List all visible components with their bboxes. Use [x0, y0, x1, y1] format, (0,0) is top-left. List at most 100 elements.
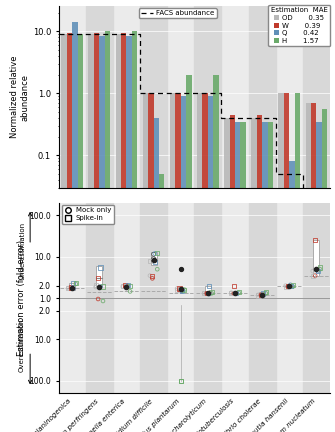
- FancyBboxPatch shape: [205, 286, 211, 293]
- Point: [288, 281, 293, 288]
- Bar: [116, 34, 121, 432]
- FancyBboxPatch shape: [259, 292, 265, 295]
- Text: Overestimation: Overestimation: [19, 319, 25, 372]
- Bar: [322, 109, 327, 432]
- Point: [232, 290, 238, 297]
- Point: [263, 290, 268, 297]
- Bar: [235, 122, 241, 432]
- Point: [258, 291, 264, 298]
- Point: [125, 282, 130, 289]
- Point: [154, 249, 160, 256]
- Bar: [289, 162, 295, 432]
- Point: [68, 284, 74, 291]
- Point: [73, 280, 78, 286]
- Bar: [317, 122, 322, 432]
- Bar: [181, 96, 186, 432]
- Point: [123, 283, 128, 290]
- Bar: [249, 6, 276, 188]
- Point: [179, 287, 185, 294]
- Point: [315, 268, 320, 275]
- Bar: [132, 31, 137, 432]
- Bar: [186, 75, 192, 432]
- Point: [178, 286, 184, 292]
- Y-axis label: Estimation error (fold error): Estimation error (fold error): [17, 240, 26, 356]
- Point: [151, 255, 156, 262]
- Bar: [251, 118, 257, 432]
- Point: [287, 283, 292, 289]
- FancyBboxPatch shape: [314, 240, 319, 276]
- FancyBboxPatch shape: [124, 284, 129, 286]
- Bar: [154, 118, 159, 432]
- Point: [178, 377, 184, 384]
- Point: [93, 281, 98, 288]
- Bar: [306, 103, 311, 432]
- Point: [127, 283, 133, 289]
- Bar: [303, 203, 330, 393]
- Point: [285, 282, 291, 289]
- Point: [290, 281, 295, 288]
- Bar: [67, 32, 72, 432]
- Point: [310, 268, 316, 275]
- Point: [70, 285, 75, 292]
- Bar: [105, 31, 110, 432]
- Point: [177, 285, 182, 292]
- Point: [147, 272, 153, 279]
- Bar: [94, 32, 99, 432]
- Point: [73, 280, 78, 287]
- Point: [125, 281, 130, 288]
- Point: [290, 283, 295, 290]
- Bar: [202, 93, 208, 432]
- Point: [98, 264, 103, 271]
- Point: [314, 266, 319, 273]
- Point: [285, 283, 291, 290]
- Point: [229, 289, 234, 296]
- Point: [120, 282, 126, 289]
- Bar: [208, 96, 213, 432]
- Point: [258, 291, 264, 298]
- Point: [100, 298, 106, 305]
- Point: [310, 272, 316, 279]
- Point: [150, 275, 155, 282]
- Point: [231, 290, 237, 297]
- Point: [68, 284, 74, 291]
- Point: [206, 291, 212, 298]
- Point: [151, 251, 156, 258]
- Point: [95, 295, 101, 302]
- Bar: [121, 32, 127, 432]
- Bar: [268, 122, 273, 432]
- Bar: [99, 35, 105, 432]
- Point: [151, 257, 156, 264]
- Point: [256, 291, 261, 298]
- Y-axis label: Normalized relative
abundance: Normalized relative abundance: [10, 56, 30, 138]
- Point: [182, 286, 187, 293]
- Point: [182, 286, 187, 293]
- FancyBboxPatch shape: [69, 283, 75, 289]
- Bar: [78, 34, 83, 432]
- Point: [150, 272, 155, 279]
- Point: [66, 285, 71, 292]
- Bar: [197, 93, 202, 432]
- Point: [66, 285, 71, 292]
- Bar: [140, 6, 167, 188]
- Point: [71, 280, 76, 286]
- Bar: [257, 115, 262, 432]
- Point: [283, 283, 288, 290]
- Point: [263, 289, 268, 295]
- Point: [98, 283, 103, 290]
- Bar: [148, 93, 154, 432]
- Bar: [72, 22, 78, 432]
- Bar: [175, 93, 181, 432]
- Point: [317, 266, 323, 273]
- Bar: [88, 34, 94, 432]
- FancyBboxPatch shape: [232, 292, 238, 293]
- Bar: [194, 203, 221, 393]
- Bar: [159, 174, 164, 432]
- Point: [151, 256, 156, 263]
- Point: [71, 285, 76, 292]
- Point: [313, 272, 318, 279]
- Text: Underestimation: Underestimation: [19, 222, 25, 280]
- Point: [256, 292, 261, 299]
- Bar: [284, 93, 289, 432]
- Point: [261, 292, 266, 299]
- Bar: [229, 115, 235, 432]
